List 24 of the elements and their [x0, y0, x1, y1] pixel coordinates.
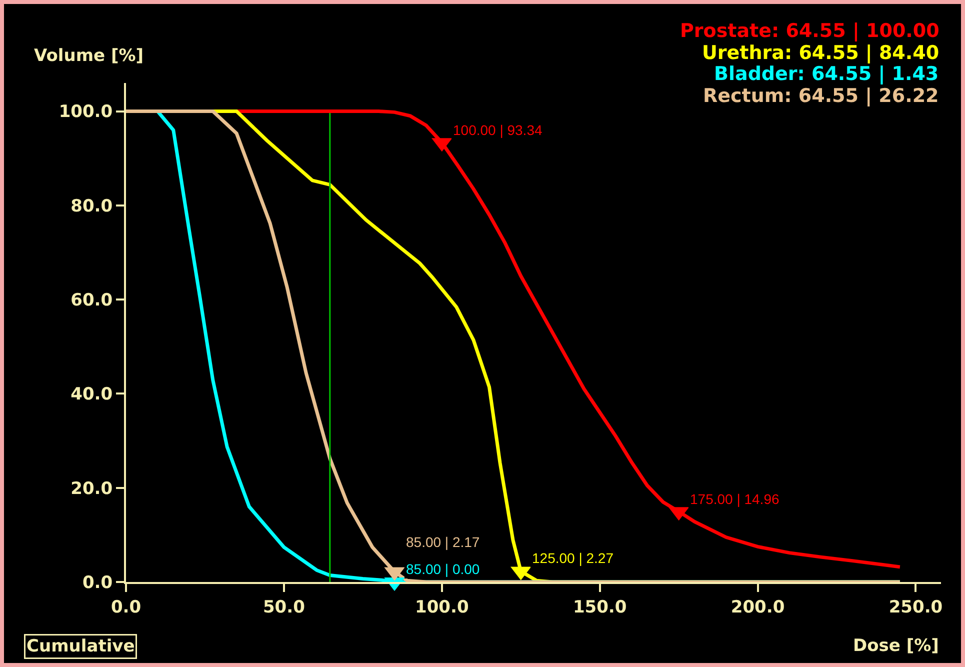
- y-tick-label: 40.0: [70, 384, 113, 405]
- text: Bladder: 64.55 | 1.43: [714, 63, 939, 85]
- data-label: 85.00 | 0.00: [406, 561, 480, 577]
- data-label: 125.00 | 2.27: [532, 550, 614, 566]
- text: Cumulative: [26, 636, 135, 656]
- data-label: 85.00 | 2.17: [406, 534, 480, 550]
- x-tick-label: 250.0: [888, 597, 943, 618]
- text: Prostate: 64.55 | 100.00: [680, 20, 940, 42]
- x-axis-title: Dose [%]: [853, 636, 939, 656]
- data-label: 175.00 | 14.96: [690, 491, 780, 507]
- y-tick-label: 20.0: [70, 478, 113, 499]
- text: Rectum: 64.55 | 26.22: [703, 85, 939, 107]
- y-axis-title: Volume [%]: [34, 46, 144, 66]
- y-tick-label: 60.0: [70, 290, 113, 310]
- y-tick-label: 80.0: [70, 196, 113, 216]
- y-tick-label: 100.0: [58, 102, 113, 122]
- y-tick-label: 0.0: [82, 572, 113, 593]
- x-tick-label: 0.0: [110, 597, 142, 618]
- x-tick-label: 100.0: [415, 597, 469, 618]
- x-tick-label: 200.0: [730, 597, 785, 618]
- data-label: 100.00 | 93.34: [453, 122, 542, 138]
- text: Urethra: 64.55 | 84.40: [702, 42, 940, 64]
- x-tick-label: 150.0: [572, 597, 627, 618]
- x-tick-label: 50.0: [262, 597, 306, 618]
